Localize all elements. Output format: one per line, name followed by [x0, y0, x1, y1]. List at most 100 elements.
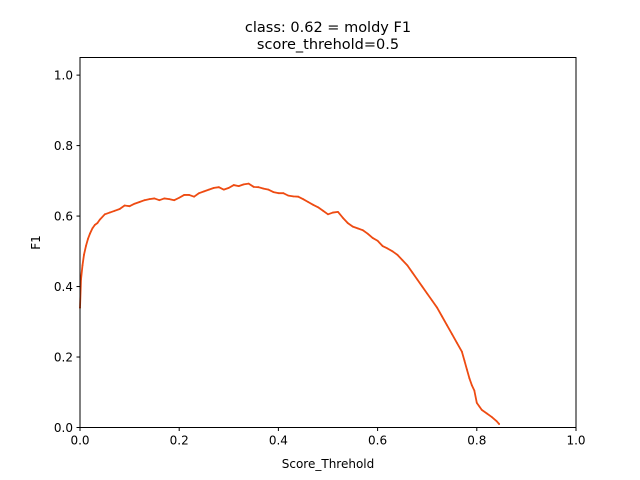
f1-data-point — [80, 278, 82, 281]
f1-data-point — [158, 199, 161, 202]
f1-data-point — [292, 195, 295, 198]
f1-data-point — [118, 208, 121, 210]
f1-data-point — [421, 285, 424, 288]
plot-frame — [79, 57, 577, 428]
f1-data-point — [446, 324, 448, 327]
f1-data-point — [461, 350, 463, 353]
f1-data-point — [411, 271, 414, 274]
f1-data-point — [317, 206, 319, 209]
f1-data-point — [396, 253, 399, 256]
chart-title: class: 0.62 = moldy F1 — [245, 20, 411, 36]
f1-data-point — [297, 195, 300, 198]
f1-data-point — [431, 299, 434, 302]
f1-data-point — [98, 218, 101, 221]
f1-data-point — [465, 368, 468, 371]
axis-ticks: 0.0 0.2 0.4 0.6 0.8 1.0 0.0 0.2 0.4 0.6 0.8 1.0 — [54, 68, 586, 447]
f1-data-point — [337, 210, 339, 213]
f1-data-point — [401, 259, 404, 262]
f1-data-point — [108, 211, 111, 214]
f1-data-point — [468, 377, 471, 380]
f1-data-point — [193, 195, 195, 198]
f1-data-point — [391, 250, 394, 253]
f1-data-point — [232, 184, 235, 186]
f1-data-point — [168, 198, 171, 201]
f1-data-point — [307, 201, 310, 203]
y-tick-label: 0.8 — [54, 139, 73, 153]
f1-data-point — [198, 192, 200, 195]
f1-data-point — [327, 213, 329, 216]
y-tick-label: 0.6 — [54, 209, 73, 223]
x-tick-label: 0.2 — [170, 434, 189, 448]
f1-data-point — [490, 416, 493, 418]
f1-data-point — [143, 199, 146, 202]
f1-data-point — [473, 389, 476, 392]
f1-data-point — [227, 186, 230, 189]
f1-data-point — [173, 199, 176, 202]
f1-data-point — [123, 204, 126, 207]
f1-data-point — [470, 384, 473, 387]
f1-data-point — [213, 186, 215, 189]
f1-data-point — [242, 183, 245, 186]
f1-data-point — [371, 237, 374, 239]
f1-data-point — [208, 188, 210, 191]
f1-data-point — [498, 423, 501, 425]
y-tick-label: 0.4 — [54, 280, 73, 294]
f1-data-point — [81, 264, 84, 267]
f1-data-point — [272, 191, 275, 194]
chart-subtitle: score_threhold=0.5 — [257, 37, 399, 53]
f1-data-point — [426, 292, 429, 295]
f1-data-point — [178, 196, 181, 199]
f1-data-point — [133, 202, 136, 205]
f1-data-point — [262, 187, 265, 190]
f1-data-point — [495, 420, 498, 423]
f1-data-point — [91, 227, 94, 230]
x-tick-label: 1.0 — [566, 434, 585, 448]
f1-data-point — [83, 253, 85, 256]
f1-data-point — [341, 216, 344, 219]
y-axis-label: F1 — [29, 235, 43, 250]
f1-data-point — [148, 198, 151, 201]
f1-data-point — [222, 188, 225, 191]
f1-data-point — [356, 227, 359, 230]
f1-data-point — [103, 213, 106, 216]
f1-data-point — [287, 194, 290, 197]
f1-data-point — [386, 247, 389, 250]
f1-data-point — [485, 412, 488, 415]
f1-series-line — [79, 182, 501, 425]
y-tick-label: 0.2 — [54, 350, 73, 364]
f1-data-point — [277, 192, 280, 195]
f1-data-point — [406, 264, 409, 267]
f1-data-point — [87, 238, 89, 240]
x-tick-label: 0.6 — [368, 434, 387, 448]
f1-data-point — [267, 188, 270, 191]
f1-data-point — [138, 201, 141, 203]
f1-data-point — [376, 239, 379, 242]
f1-data-point — [113, 209, 116, 212]
f1-data-point — [475, 401, 478, 404]
f1-data-point — [381, 245, 384, 247]
f1-data-point — [451, 333, 453, 336]
f1-data-point — [480, 408, 483, 411]
f1-data-point — [478, 405, 481, 408]
f1-data-point — [257, 186, 260, 189]
f1-data-point — [366, 232, 369, 235]
f1-data-point — [163, 197, 166, 200]
f1-data-point — [217, 186, 220, 189]
f1-data-point — [302, 198, 305, 201]
f1-data-point — [153, 197, 156, 200]
f1-data-point — [89, 232, 91, 235]
f1-data-point — [96, 222, 99, 225]
f1-data-point — [361, 229, 364, 232]
f1-data-point — [188, 194, 191, 196]
f1-data-point — [312, 203, 315, 206]
f1-data-point — [463, 359, 466, 362]
f1-data-point — [436, 306, 439, 309]
f1-data-point — [128, 205, 131, 208]
x-axis-label: Score_Threhold — [282, 457, 375, 471]
y-tick-label: 1.0 — [54, 68, 73, 82]
f1-data-point — [332, 211, 334, 214]
f1-data-point — [237, 185, 240, 188]
f1-data-point — [322, 209, 324, 212]
x-tick-label: 0.4 — [269, 434, 288, 448]
